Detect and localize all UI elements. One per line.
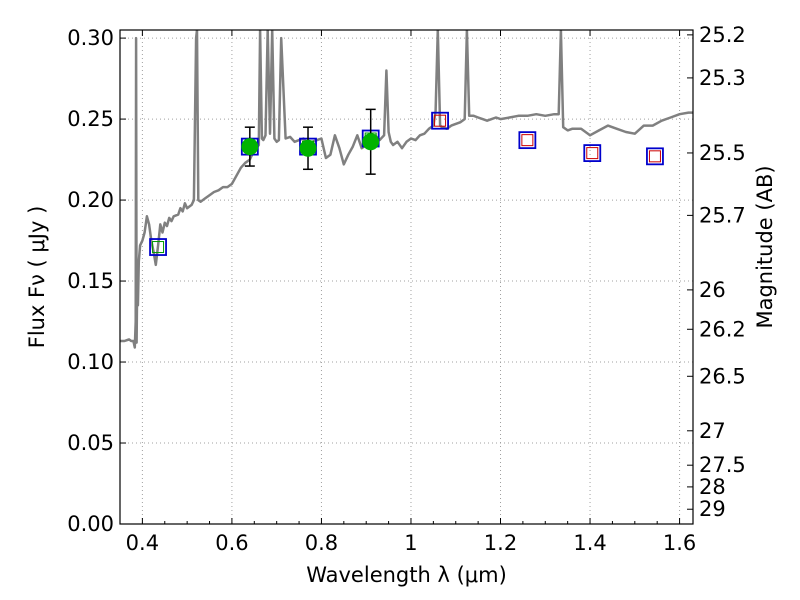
x-tick-label: 1.4: [573, 531, 606, 555]
plot-frame: [119, 29, 694, 525]
model-photometry-inner: [434, 114, 447, 127]
y2-tick-label: 27.5: [699, 453, 746, 477]
model-photometry-inner: [521, 134, 534, 147]
x-tick-label: 0.4: [126, 531, 159, 555]
y-tick-label: 0.20: [67, 188, 114, 212]
model-photometry-box: [149, 238, 167, 256]
y-axis-title: Flux Fν ( μJy ): [25, 206, 49, 349]
observed-point: [241, 138, 259, 156]
x-tick-label: 1.2: [484, 531, 517, 555]
y2-tick-label: 26.2: [699, 317, 746, 341]
y-tick-label: 0.00: [67, 512, 114, 536]
y2-tick-label: 25.7: [699, 203, 746, 227]
y2-tick-label: 26.5: [699, 364, 746, 388]
observed-point: [362, 133, 380, 151]
model-photometry-box: [431, 111, 449, 130]
y-tick-label: 0.15: [67, 269, 114, 293]
y-tick-label: 0.30: [67, 26, 114, 50]
model-photometry-inner: [152, 241, 165, 254]
model-photometry-inner: [648, 150, 661, 163]
x-axis-title: Wavelength λ (μm): [306, 563, 507, 587]
y2-tick-label: 25.2: [699, 23, 746, 47]
plot-area: [120, 30, 693, 349]
y2-tick-label: 25.3: [699, 66, 746, 90]
y-tick-label: 0.05: [67, 431, 114, 455]
model-spectrum-line: [120, 30, 693, 349]
model-photometry-inner: [586, 147, 599, 160]
y2-tick-label: 26: [699, 278, 726, 302]
y2-axis-title: Magnitude (AB): [753, 165, 777, 328]
y-tick-label: 0.25: [67, 107, 114, 131]
model-photometry-box: [518, 131, 537, 150]
x-tick-label: 1: [404, 531, 417, 555]
axis-labels: 0.4 0.6 0.8 1 1.2 1.4 1.6 0.00 0.05 0.10 0.15 0.20 0…: [25, 23, 777, 587]
x-tick-label: 1.6: [663, 531, 696, 555]
observed-point: [299, 139, 317, 157]
x-tick-label: 0.8: [305, 531, 338, 555]
y2-tick-label: 28: [699, 475, 726, 499]
y2-tick-label: 27: [699, 419, 726, 443]
axes-ticks: [119, 30, 693, 525]
x-tick-label: 0.6: [215, 531, 248, 555]
y2-tick-label: 25.5: [699, 141, 746, 165]
model-photometry-box: [646, 147, 664, 166]
y-tick-label: 0.10: [67, 350, 114, 374]
y2-tick-label: 29: [699, 497, 726, 521]
model-photometry-box: [583, 144, 602, 162]
grid: [120, 30, 693, 525]
